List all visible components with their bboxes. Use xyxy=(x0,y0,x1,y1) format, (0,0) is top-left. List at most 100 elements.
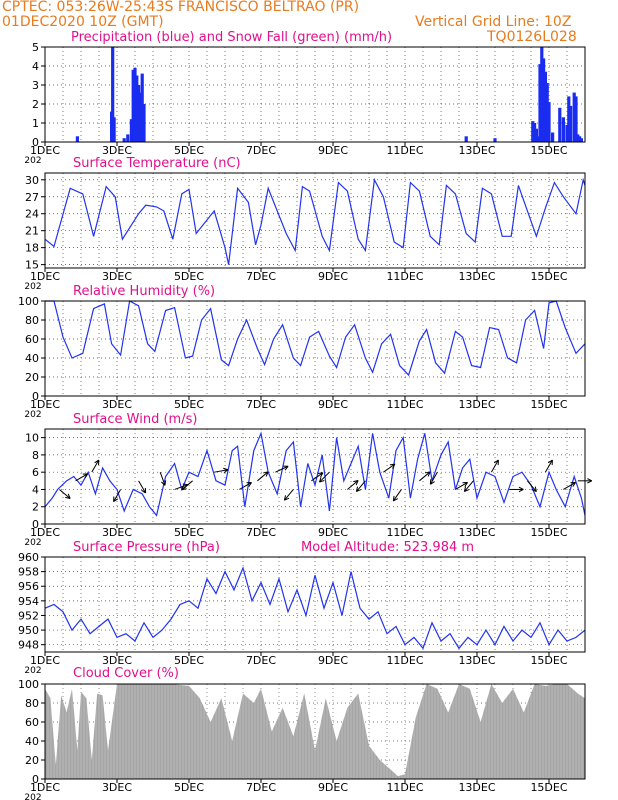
wind-arrow-head xyxy=(430,481,435,485)
precip-bar xyxy=(137,85,141,142)
wind-arrow xyxy=(113,489,122,502)
wind-arrow xyxy=(544,459,553,473)
rh-xtick: 9DEC xyxy=(318,398,348,411)
precip-bar xyxy=(579,138,583,142)
temp-xtick: 7DEC xyxy=(246,270,276,283)
precip-xtick: 1DEC xyxy=(30,144,60,157)
precip-bar xyxy=(561,117,565,142)
rh-xtick: 5DEC xyxy=(174,398,204,411)
pres-xtick: 15DEC xyxy=(530,654,567,667)
cloud-ytick: 100 xyxy=(18,678,39,691)
wind-arrow-head xyxy=(94,459,100,464)
rh-ytick: 100 xyxy=(18,295,39,308)
precip-frame xyxy=(44,46,586,143)
cloud-frame xyxy=(44,683,586,780)
precip-xtick: 9DEC xyxy=(318,144,348,157)
wind-arrow-head xyxy=(65,496,71,499)
wind-arrow xyxy=(181,480,193,491)
wind-arrow-head xyxy=(67,493,71,499)
wind-title: Surface Wind (m/s) xyxy=(72,412,199,427)
rh-xtick: 3DEC xyxy=(102,398,132,411)
model-code: TQ0126L028 xyxy=(487,29,577,45)
wind-arrow-head xyxy=(319,480,325,483)
temp-xtick: 15DEC xyxy=(530,270,567,283)
pres-ytick: 956 xyxy=(18,580,39,593)
humidity-frame xyxy=(44,300,586,397)
wind-arrow xyxy=(392,489,402,502)
precip-xtick: 7DEC xyxy=(246,144,276,157)
temp-ytick: 30 xyxy=(25,174,39,187)
wind-arrow xyxy=(419,471,431,482)
precip-bar xyxy=(493,138,497,142)
wind-xtick: 11DEC xyxy=(386,526,423,539)
wind-arrow xyxy=(311,472,324,482)
precip-bar xyxy=(538,64,542,142)
wind-arrow xyxy=(239,482,252,490)
wind-arrow-head xyxy=(317,472,323,474)
cloud-ytick: 0 xyxy=(32,773,39,786)
humidity-plot-area xyxy=(45,301,585,396)
precip-ytick: 3 xyxy=(32,79,39,92)
wind-xtick: 9DEC xyxy=(318,526,348,539)
pres-ytick: 954 xyxy=(18,595,39,608)
wind-arrow-head xyxy=(463,486,467,492)
wind-arrow xyxy=(75,473,88,482)
temp-ytick: 27 xyxy=(25,191,39,204)
wind-arrow-head xyxy=(425,471,431,474)
precip-bar xyxy=(531,121,535,142)
cloud-xtick: 13DEC xyxy=(458,781,495,794)
run-date: 01DEC2020 10Z (GMT) xyxy=(2,14,164,30)
precip-ytick: 1 xyxy=(32,117,39,130)
rh-ytick: 20 xyxy=(25,371,39,384)
precip-xtick: 13DEC xyxy=(458,144,495,157)
wind-arrow-head xyxy=(84,473,89,479)
precip-xtick: 15DEC xyxy=(530,144,567,157)
precip-ytick: 2 xyxy=(32,98,39,111)
wind-arrow-head xyxy=(587,480,593,484)
humidity-title: Relative Humidity (%) xyxy=(72,284,217,299)
wind-arrow xyxy=(429,471,438,485)
precip-bar xyxy=(122,138,126,142)
cloud-xtick: 9DEC xyxy=(318,781,348,794)
wind-arrow xyxy=(356,480,366,492)
wind-xtick: 13DEC xyxy=(458,526,495,539)
precip-bar xyxy=(534,128,538,142)
cloud-xtick: 11DEC xyxy=(386,781,423,794)
wind-arrow xyxy=(527,480,537,492)
wind-arrow xyxy=(563,482,576,490)
rh-ytick: 40 xyxy=(25,352,39,365)
cloud-xtick: 5DEC xyxy=(174,781,204,794)
temperature-plot-area xyxy=(45,173,585,268)
temp-xtick: 3DEC xyxy=(102,270,132,283)
precip-bar xyxy=(551,132,555,142)
wind-ytick: 4 xyxy=(32,483,39,496)
wind-arrow-head xyxy=(181,485,185,491)
precip-bar xyxy=(558,107,562,142)
pres-xtick: 5DEC xyxy=(174,654,204,667)
temp-ytick: 24 xyxy=(25,208,39,221)
wind-arrow xyxy=(347,480,359,490)
temperature-series-line xyxy=(44,177,586,265)
temp-xtick: 13DEC xyxy=(458,270,495,283)
pres-xtick: 1DEC xyxy=(30,654,60,667)
rh-ytick: 80 xyxy=(25,314,39,327)
precip-ytick: 0 xyxy=(32,136,39,149)
rh-xtick: 15DEC xyxy=(530,398,567,411)
pres-ytick: 948 xyxy=(18,639,39,652)
precip-bar xyxy=(142,104,146,142)
precip-bar xyxy=(536,136,540,142)
cloud-cover-area xyxy=(45,684,585,779)
precip-bar xyxy=(565,124,569,142)
wind-arrow xyxy=(59,489,71,499)
rh-ytick: 60 xyxy=(25,333,39,346)
humidity-year-fragment: 202 xyxy=(24,410,41,420)
rh-ytick: 0 xyxy=(32,390,39,403)
humidity-series-line xyxy=(45,300,586,377)
wind-arrow-head xyxy=(531,489,537,493)
temperature-title: Surface Temperature (nC) xyxy=(72,156,242,171)
precip-title: Precipitation (blue) and Snow Fall (gree… xyxy=(70,30,394,45)
wind-arrow-head xyxy=(182,483,188,486)
cloud-ytick: 80 xyxy=(25,697,39,710)
wind-arrow xyxy=(174,484,188,490)
precip-bar xyxy=(126,134,130,142)
